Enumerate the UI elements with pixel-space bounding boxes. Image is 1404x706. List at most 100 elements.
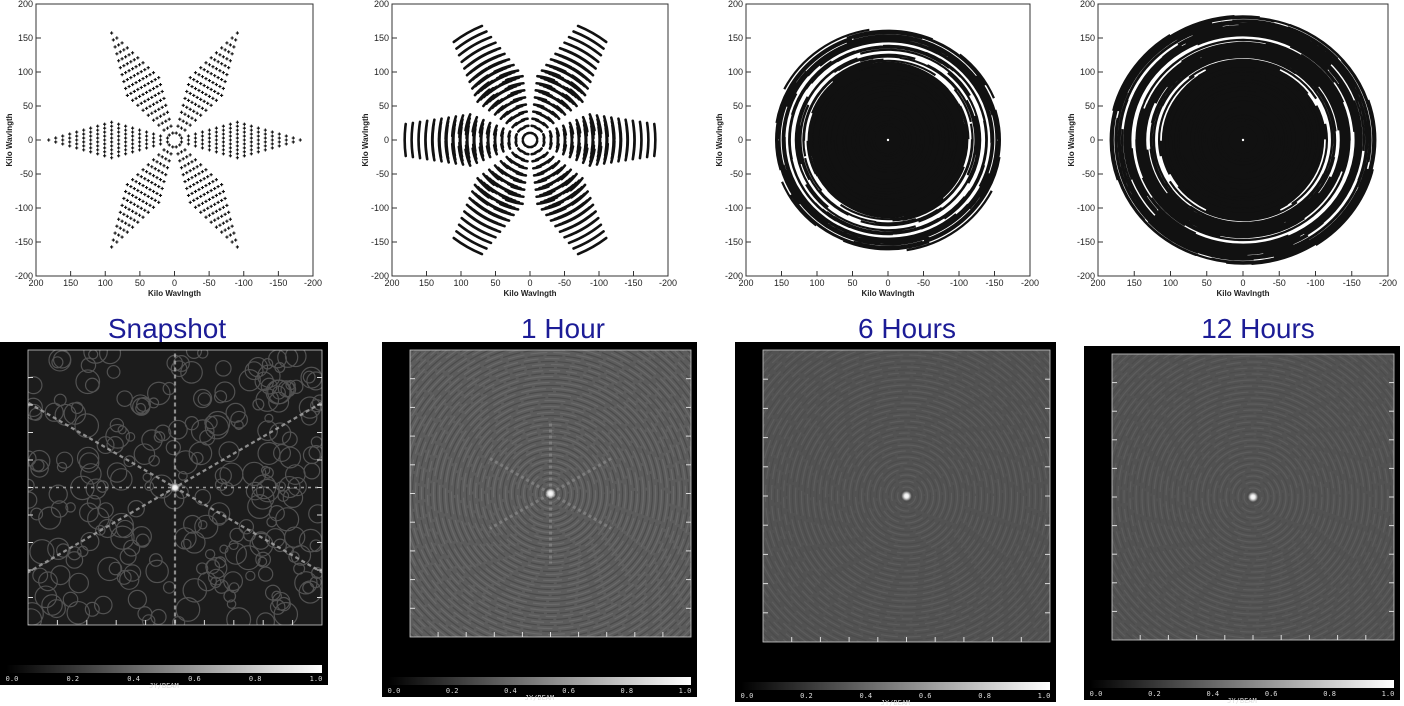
colorbar [6, 665, 322, 673]
colorbar-tick-label: 0.6 [562, 687, 575, 695]
y-tick-label: 150 [374, 33, 389, 43]
y-tick-label: 50 [379, 101, 389, 111]
sidelobe-ring [803, 393, 1010, 599]
sidelobe-ring [453, 396, 648, 591]
sidelobe-ring [414, 357, 687, 630]
x-tick-label: -50 [1273, 278, 1286, 288]
image-area [28, 350, 322, 625]
colorbar-tick-label: 1.0 [1038, 692, 1051, 700]
sidelobe-ring [821, 411, 992, 581]
sidelobe-ring [893, 483, 920, 509]
sidelobe-ring [1234, 478, 1272, 516]
y-tick-label: 200 [1080, 0, 1095, 9]
sidelobe-ring [800, 390, 1013, 602]
x-tick-label: 150 [1127, 278, 1142, 288]
sidelobe-ring [432, 375, 669, 612]
caption: Snapshot [108, 313, 227, 344]
y-tick-label: 0 [28, 135, 33, 145]
beam-peak [901, 491, 912, 501]
sidelobe-ring [896, 486, 917, 506]
sidelobe-ring [420, 363, 681, 624]
y-tick-label: -50 [376, 169, 389, 179]
sidelobe-ring [1138, 382, 1368, 612]
x-tick-label: -100 [590, 278, 608, 288]
sidelobe-ring [495, 438, 606, 549]
sidelobe-ring [1189, 433, 1317, 561]
sidelobe-ring [1225, 469, 1281, 525]
sidelobe-ring [1204, 448, 1302, 546]
y-tick-label: 100 [728, 67, 743, 77]
uv-coverage [47, 31, 302, 249]
x-tick-label: -200 [1379, 278, 1397, 288]
sidelobe-ring [890, 480, 923, 512]
sidelobe-ring [1216, 460, 1290, 534]
sidelobe-ring [1195, 439, 1311, 555]
sidelobe-ring [791, 381, 1022, 611]
colorbar-tick-label: 0.2 [66, 675, 79, 683]
sidelobe-ring [1240, 484, 1266, 510]
sidelobe-ring [531, 474, 570, 513]
x-tick-label: 150 [419, 278, 434, 288]
sidelobe-ring [1207, 451, 1299, 543]
image-area [763, 350, 1050, 642]
x-tick-label: 150 [63, 278, 78, 288]
sidelobe-ring [450, 393, 651, 594]
sidelobe-ring [785, 375, 1028, 617]
y-tick-label: -150 [371, 237, 389, 247]
sidelobe-ring [839, 429, 974, 563]
sidelobe-ring [438, 381, 663, 606]
x-tick-label: -150 [985, 278, 1003, 288]
sidelobe-ring [468, 411, 633, 576]
y-tick-label: -100 [15, 203, 33, 213]
y-tick-label: 0 [1090, 135, 1095, 145]
sidelobe-ring [1159, 403, 1347, 591]
sidelobe-ring [1123, 367, 1383, 627]
sidelobe-ring [866, 456, 947, 536]
sidelobe-ring [875, 465, 938, 527]
sidelobe-ring [842, 432, 971, 560]
colorbar-unit: JY/BEAM [525, 694, 555, 702]
beam-peak [170, 482, 180, 493]
uv-plot: 200 150 100 50 0 -50 -100 -150 -200 -200 -150 -100 -… [715, 0, 1039, 344]
sidelobe-ring [1177, 421, 1329, 573]
sidelobe-ring [788, 378, 1025, 614]
x-axis-label: Kilo Wavlngth [861, 289, 914, 298]
uv-origin [1241, 138, 1245, 142]
colorbar-tick-label: 1.0 [1382, 690, 1395, 698]
x-tick-label: 100 [809, 278, 824, 288]
x-tick-label: 50 [135, 278, 145, 288]
y-tick-label: 150 [728, 33, 743, 43]
x-tick-label: 100 [453, 278, 468, 288]
y-tick-label: 50 [23, 101, 33, 111]
sidelobe-ring [1192, 436, 1314, 558]
sidelobe-ring [824, 414, 989, 578]
sidelobe-ring [1228, 472, 1278, 522]
x-tick-label: -150 [624, 278, 642, 288]
sidelobe-ring [1174, 418, 1332, 576]
y-tick-label: -200 [725, 271, 743, 281]
y-tick-label: 200 [18, 0, 33, 9]
sidelobe-ring [848, 438, 965, 554]
sidelobe-ring [1168, 412, 1338, 582]
sidelobe-ring [477, 420, 624, 567]
beam-image: 0.0 0.2 0.4 0.6 0.8 1.0 JY/BEAM [1084, 346, 1400, 705]
x-tick-label: -200 [1021, 278, 1039, 288]
x-tick-label: -200 [659, 278, 677, 288]
y-axis-label: Kilo Wavlngth [361, 113, 370, 166]
uv-tracks [1109, 15, 1377, 265]
sidelobe-ring [1135, 379, 1371, 615]
sidelobe-ring [1120, 364, 1386, 630]
sidelobe-ring [830, 420, 983, 572]
y-tick-label: -150 [725, 237, 743, 247]
colorbar-tick-label: 1.0 [310, 675, 323, 683]
sidelobe-ring [779, 369, 1034, 623]
x-tick-label: 100 [1163, 278, 1178, 288]
y-tick-label: -100 [371, 203, 389, 213]
y-axis-label: Kilo Wavlngth [715, 113, 724, 166]
beam-image: 0.0 0.2 0.4 0.6 0.8 1.0 JY/BEAM [382, 342, 697, 702]
x-tick-label: 0 [1240, 278, 1245, 288]
sidelobe-ring [1201, 445, 1305, 549]
sidelobe-ring [1246, 490, 1260, 504]
sidelobe-ring [1156, 400, 1350, 594]
y-tick-label: -150 [1077, 237, 1095, 247]
